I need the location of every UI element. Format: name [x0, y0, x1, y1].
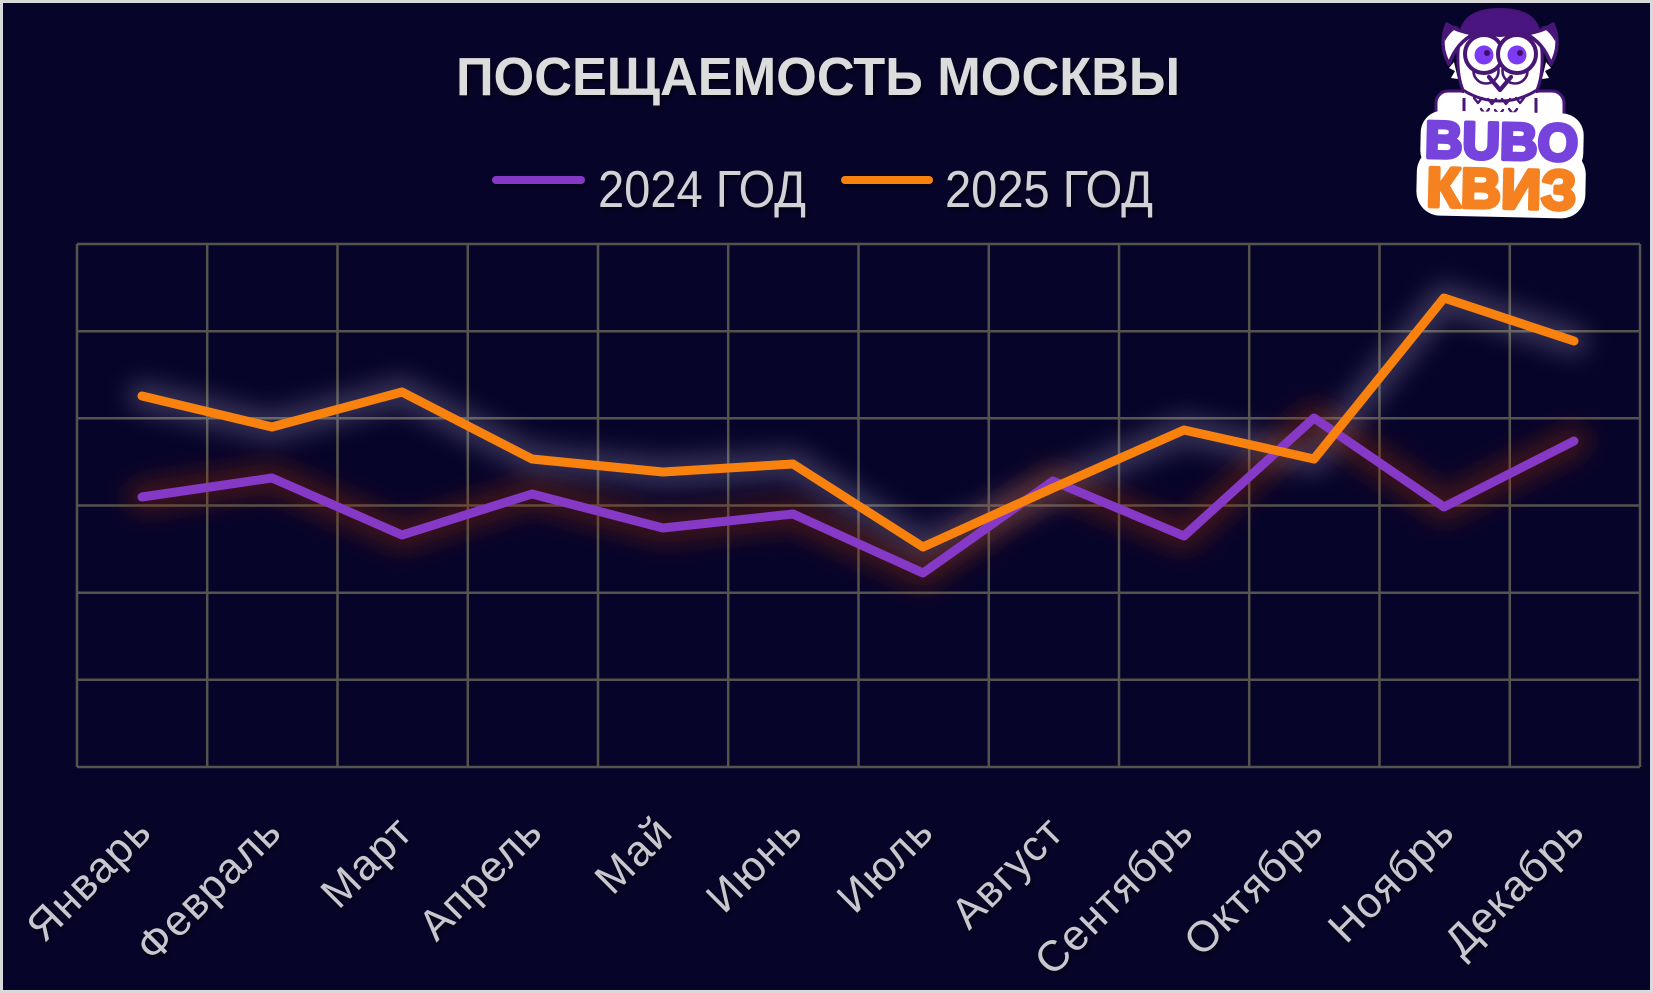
svg-text:ПОСЕЩАЕМОСТЬ МОСКВЫ: ПОСЕЩАЕМОСТЬ МОСКВЫ: [456, 47, 1180, 107]
svg-text:КВИЗ: КВИЗ: [1426, 155, 1577, 221]
svg-text:Декабрь: Декабрь: [1435, 807, 1594, 966]
svg-text:2025 ГОД: 2025 ГОД: [945, 161, 1153, 219]
svg-text:Август: Август: [942, 807, 1073, 938]
svg-text:Апрель: Апрель: [409, 807, 552, 950]
svg-text:BUBO: BUBO: [1424, 111, 1578, 172]
svg-text:Июль: Июль: [828, 807, 943, 922]
svg-text:2024 ГОД: 2024 ГОД: [598, 161, 806, 219]
svg-text:Октябрь: Октябрь: [1175, 807, 1333, 965]
svg-text:Май: Май: [586, 807, 682, 903]
svg-text:Март: Март: [312, 807, 422, 917]
svg-text:Июнь: Июнь: [697, 807, 812, 922]
